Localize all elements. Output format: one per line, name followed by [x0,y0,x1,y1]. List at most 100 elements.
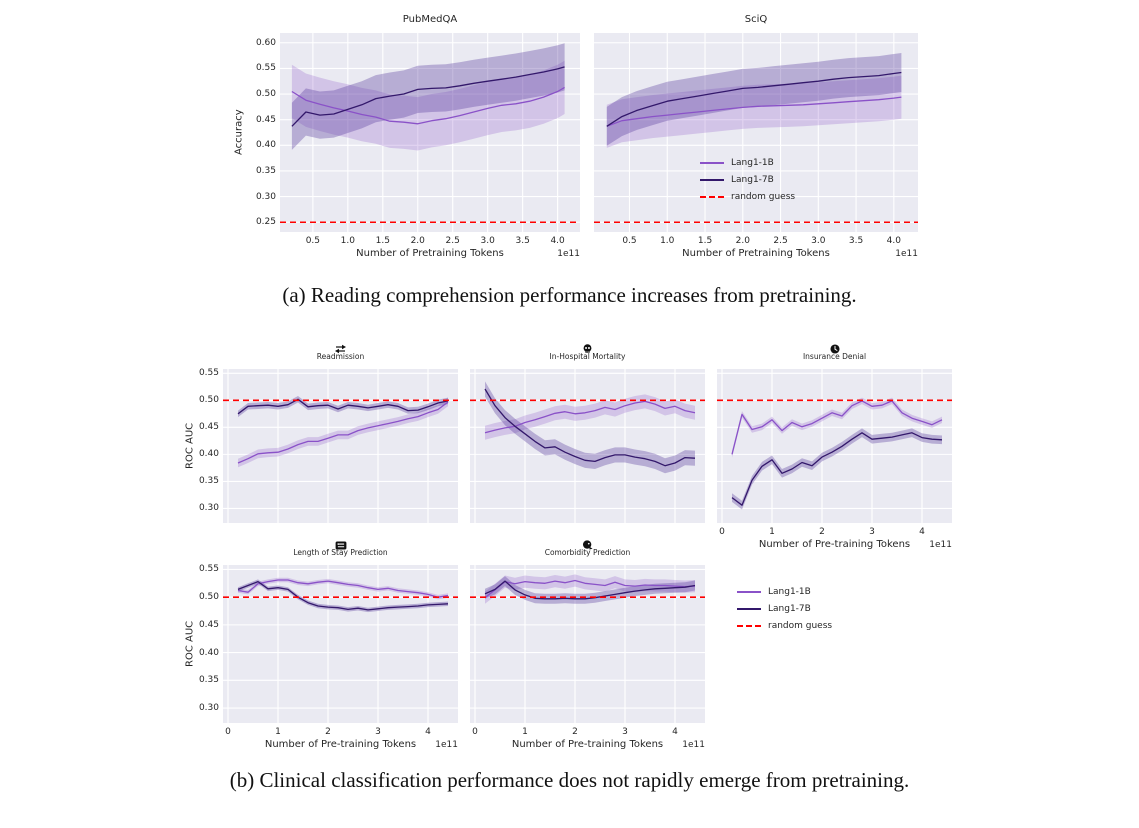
chart-title: PubMedQA [402,14,458,25]
caption-a: (a) Reading comprehension performance in… [282,283,857,307]
caption-b: (b) Clinical classification performance … [229,768,910,792]
series-line-Lang1-1B [237,401,449,464]
confidence-band-Lang1-7B [485,381,695,474]
x-tick-label: 4 [919,527,925,537]
x-tick-label: 2.5 [773,236,788,246]
x-axis-offset-label: 1e11 [435,740,458,750]
y-tick-label: 0.50 [255,89,276,100]
y-tick-label: 0.50 [198,395,219,406]
chart-title: Readmission [316,352,365,361]
x-tick-label: 0.5 [305,236,321,246]
legend-item-random-guess: random guess [700,191,795,203]
length-of-stay-icon [223,535,458,550]
series-line-Lang1-1B [237,579,449,598]
y-tick-label: 0.40 [198,647,219,658]
legend-label: random guess [731,192,796,202]
x-tick-label: 2 [819,527,825,537]
swap-arrows-icon [223,339,458,354]
series-line-Lang1-1B [484,579,696,599]
legend-item-lang1-7b: Lang1-7B [737,603,832,615]
x-axis-offset-label: 1e11 [929,540,952,550]
confidence-band-Lang1-7B [291,43,565,150]
chart-comorbidity: Comorbidity Prediction 0 1 2 3 4 Number of Pre… [460,535,708,759]
y-tick-label: 0.55 [198,368,219,379]
x-axis-label: Number of Pretraining Tokens [682,248,830,259]
legend-label: random guess [768,621,833,631]
x-axis-offset-label: 1e11 [895,249,918,259]
plot-area [470,369,705,523]
confidence-band-Lang1-1B [485,574,695,604]
x-tick-label: 2 [572,727,578,737]
chart-title: Insurance Denial [802,352,867,361]
plot-area [717,369,952,523]
series-line-Lang1-7B [484,388,696,467]
x-axis-offset-label: 1e11 [557,249,580,259]
plot-area [223,565,458,723]
y-tick-label: 0.55 [255,63,276,74]
x-tick-label: 1 [769,527,775,537]
x-tick-label: 3 [869,527,875,537]
figure-a-legend: Lang1-1B Lang1-7B random guess [700,157,795,203]
lang1-7b-line-swatch [737,608,761,610]
legend-item-lang1-1b: Lang1-1B [700,157,795,169]
chart-title: SciQ [744,14,768,25]
confidence-band-Lang1-7B [485,576,695,604]
line-swatch [700,162,724,164]
series-line-Lang1-7B [237,580,449,611]
line-swatch [700,179,724,181]
random-guess-dashed-swatch [700,196,724,198]
x-tick-label: 1 [522,727,528,737]
y-tick-label: 0.30 [198,703,219,714]
x-tick-label: 3 [622,727,628,737]
x-tick-label: 1.5 [697,236,713,246]
chart-sciq: SciQ 0.5 1.0 1.5 2.0 2.5 3.0 3.5 4.0 Number of Pr… [589,12,925,274]
confidence-band-Lang1-1B [238,397,448,468]
chart-insurance-denial: Insurance Denial 0 1 2 3 4 Number of Pre-train… [707,339,965,559]
series-line-Lang1-7B [237,398,449,415]
confidence-band-Lang1-1B [606,75,902,148]
chart-pubmedqa: PubMedQA 0.5 1.0 1.5 2.0 2.5 3.0 3.5 4.0 0.25 0.30… [232,12,588,274]
y-tick-label: 0.30 [198,503,219,514]
chart-length-of-stay: Length of Stay Prediction 0 1 2 3 4 0.30 0.35 0.… [183,535,463,759]
confidence-band-Lang1-1B [291,60,565,151]
confidence-band-Lang1-1B [485,394,695,440]
legend-label: Lang1-1B [768,587,811,597]
y-tick-label: 0.40 [255,140,276,151]
legend-item-lang1-7b: Lang1-7B [700,174,795,186]
x-tick-label: 1.0 [660,236,675,246]
x-axis-label: Number of Pre-training Tokens [758,539,911,550]
series-line-Lang1-7B [731,432,943,506]
chart-readmission: Readmission 0.30 0.35 0.40 0.45 0.50 0.55 ROC A… [183,339,463,529]
series-line-Lang1-1B [731,400,943,455]
legend-label: Lang1-7B [731,175,774,185]
x-tick-label: 4 [672,727,678,737]
y-tick-label: 0.45 [198,619,219,630]
x-axis-label: Number of Pretraining Tokens [356,248,504,259]
y-axis-label: Accuracy [233,109,245,156]
confidence-band-Lang1-7B [606,53,902,146]
x-tick-label: 3 [375,727,381,737]
x-tick-label: 4 [425,727,431,737]
x-tick-label: 2.5 [445,236,460,246]
x-tick-label: 1.5 [375,236,390,246]
x-tick-label: 3.5 [848,236,864,246]
plot-area [223,369,458,523]
y-axis-label: ROC AUC [184,620,196,668]
chart-title: Length of Stay Prediction [293,548,388,557]
plot-area [470,565,705,723]
y-tick-label: 0.60 [255,37,276,48]
x-tick-label: 4.0 [886,236,901,246]
y-tick-label: 0.50 [198,592,219,603]
plot-area [594,33,918,232]
chart-title: In-Hospital Mortality [549,352,626,361]
series-line-Lang1-7B [606,71,902,127]
y-tick-label: 0.35 [198,476,219,487]
confidence-band-Lang1-1B [238,577,448,600]
x-tick-label: 0 [225,727,231,737]
comorbidity-icon [470,535,705,550]
lang1-1b-line-swatch [737,591,761,593]
y-axis-label: ROC AUC [184,422,196,470]
plot-area [280,33,580,232]
series-line-Lang1-7B [484,580,696,600]
